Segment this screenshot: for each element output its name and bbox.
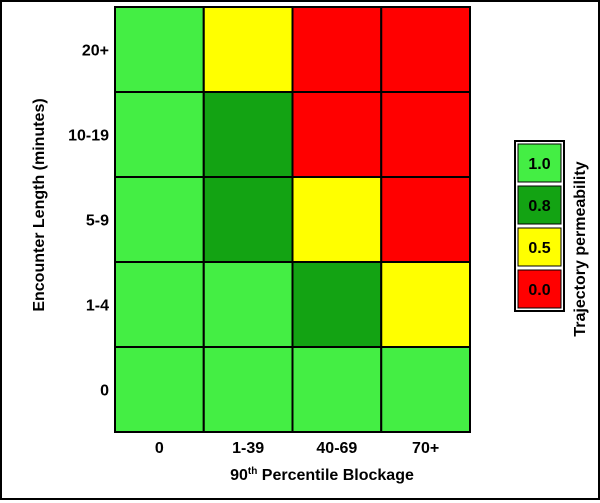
heatmap-cells bbox=[114, 6, 471, 433]
heatmap-cell-40-69-1-4 bbox=[291, 261, 383, 348]
y-tick-label: 0 bbox=[100, 383, 109, 400]
x-axis-label-superscript: th bbox=[248, 466, 257, 477]
heatmap-cell-0-1-4 bbox=[114, 261, 205, 348]
legend-swatch bbox=[517, 185, 562, 225]
x-axis-label-number: 90 bbox=[230, 467, 248, 484]
heatmap-cell-40-69-10-19 bbox=[291, 91, 383, 178]
x-tick-label: 70+ bbox=[412, 440, 439, 457]
x-tick-label: 1-39 bbox=[232, 440, 264, 457]
legend: 1.0 0.8 0.5 0.0 bbox=[514, 140, 565, 312]
x-axis-label: 90th Percentile Blockage bbox=[230, 466, 414, 484]
y-tick-labels: 0 1-4 5-9 10-19 20+ bbox=[68, 43, 109, 400]
heatmap-cell-0-20+ bbox=[114, 6, 205, 93]
y-tick-label: 5-9 bbox=[86, 213, 109, 230]
heatmap-cell-70+-20+ bbox=[380, 6, 471, 93]
heatmap-cell-1-39-5-9 bbox=[202, 176, 294, 263]
legend-label: 0.8 bbox=[528, 198, 550, 215]
y-tick-label: 1-4 bbox=[86, 298, 109, 315]
legend-title: Trajectory permeability bbox=[572, 161, 589, 336]
legend-swatch bbox=[517, 143, 562, 183]
heatmap-cell-40-69-20+ bbox=[291, 6, 383, 93]
heatmap-cell-1-39-0 bbox=[202, 346, 294, 433]
x-tick-label: 40-69 bbox=[316, 440, 357, 457]
legend-label: 0.5 bbox=[528, 240, 550, 257]
heatmap-cell-1-39-20+ bbox=[202, 6, 294, 93]
heatmap-cell-70+-0 bbox=[380, 346, 471, 433]
x-tick-label: 0 bbox=[155, 440, 164, 457]
heatmap-cell-40-69-5-9 bbox=[291, 176, 383, 263]
legend-swatch bbox=[517, 227, 562, 267]
heatmap-cell-0-5-9 bbox=[114, 176, 205, 263]
heatmap-cell-70+-10-19 bbox=[380, 91, 471, 178]
heatmap-cell-1-39-10-19 bbox=[202, 91, 294, 178]
y-axis-label: Encounter Length (minutes) bbox=[31, 98, 48, 311]
heatmap-cell-70+-5-9 bbox=[380, 176, 471, 263]
heatmap-chart: 0 1-4 5-9 10-19 20+ 0 1-39 40-69 70+ Encounter … bbox=[31, 6, 589, 484]
x-tick-labels: 0 1-39 40-69 70+ bbox=[155, 440, 439, 457]
legend-swatch bbox=[517, 269, 562, 309]
heatmap-cell-0-10-19 bbox=[114, 91, 205, 178]
heatmap-cell-40-69-0 bbox=[291, 346, 383, 433]
legend-label: 1.0 bbox=[528, 156, 550, 173]
heatmap-cell-0-0 bbox=[114, 346, 205, 433]
heatmap-cell-70+-1-4 bbox=[380, 261, 471, 348]
heatmap-cell-1-39-1-4 bbox=[202, 261, 294, 348]
x-axis-label-text: Percentile Blockage bbox=[257, 467, 414, 484]
legend-label: 0.0 bbox=[528, 282, 550, 299]
y-tick-label: 20+ bbox=[82, 43, 109, 60]
y-tick-label: 10-19 bbox=[68, 128, 109, 145]
